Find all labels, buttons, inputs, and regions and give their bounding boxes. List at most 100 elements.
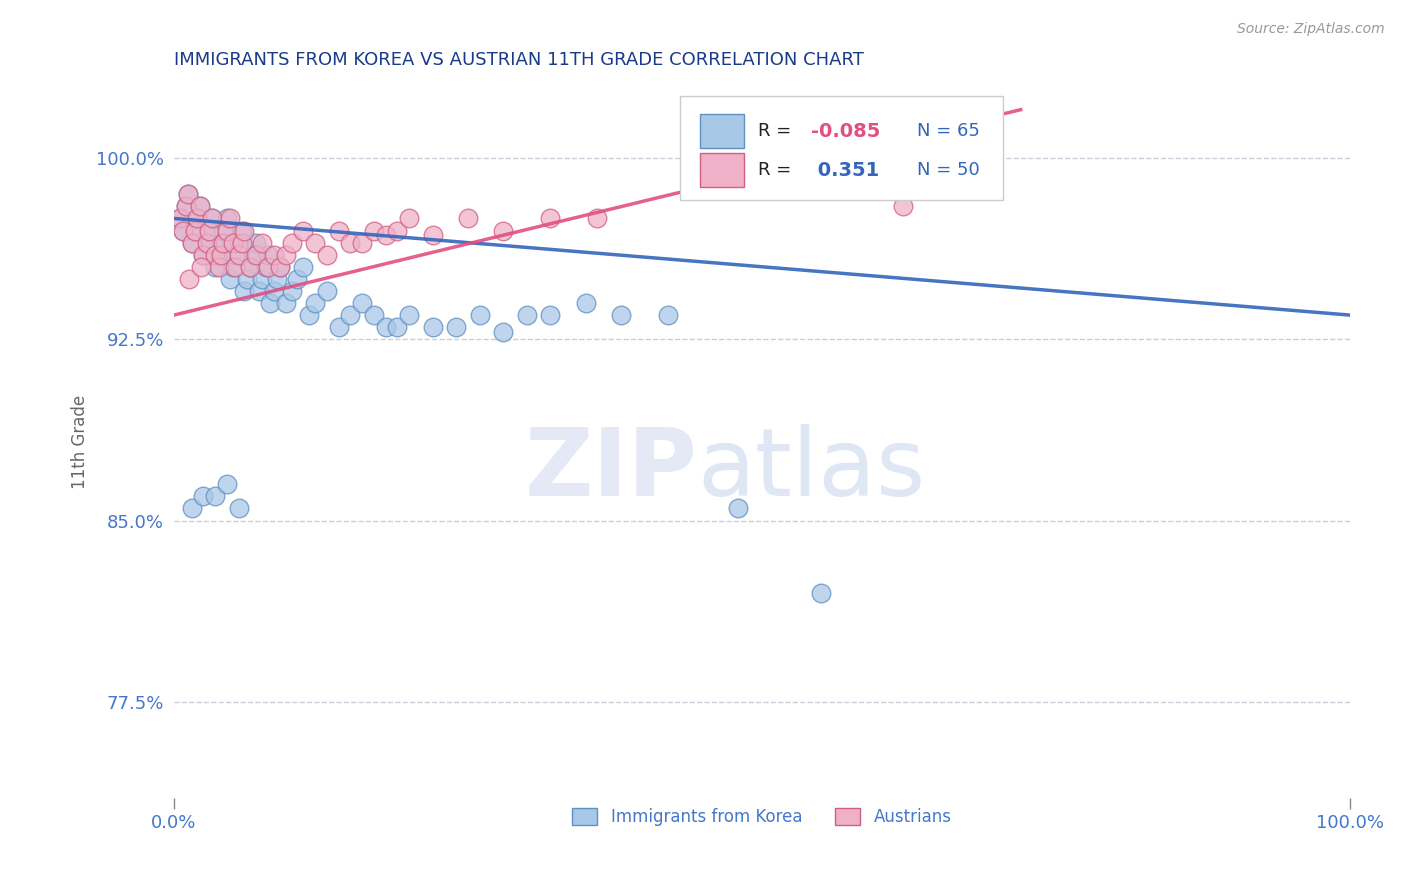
- Point: [280, 284, 302, 298]
- Point: [239, 260, 262, 274]
- Point: [215, 477, 238, 491]
- Point: [516, 308, 538, 322]
- Point: [204, 248, 226, 262]
- Point: [188, 199, 211, 213]
- Point: [177, 187, 200, 202]
- Text: 0.351: 0.351: [811, 161, 880, 180]
- Point: [245, 235, 267, 250]
- Point: [200, 211, 222, 226]
- Point: [398, 308, 420, 322]
- Point: [304, 296, 326, 310]
- Point: [172, 223, 194, 237]
- Point: [422, 228, 444, 243]
- Point: [193, 489, 215, 503]
- Point: [457, 211, 479, 226]
- Point: [254, 260, 277, 274]
- Legend: Immigrants from Korea, Austrians: Immigrants from Korea, Austrians: [565, 801, 959, 833]
- Point: [266, 272, 288, 286]
- Point: [204, 489, 226, 503]
- Point: [810, 586, 832, 600]
- Point: [209, 235, 232, 250]
- Point: [236, 272, 259, 286]
- Point: [352, 296, 374, 310]
- Point: [247, 284, 270, 298]
- Point: [257, 248, 280, 262]
- Point: [207, 248, 229, 262]
- Point: [212, 235, 235, 250]
- Point: [586, 211, 609, 226]
- Point: [263, 248, 285, 262]
- Point: [190, 260, 212, 274]
- Point: [174, 199, 197, 213]
- Point: [751, 175, 773, 189]
- Point: [233, 223, 256, 237]
- Point: [219, 211, 242, 226]
- Point: [243, 248, 266, 262]
- Point: [215, 211, 238, 226]
- Point: [422, 320, 444, 334]
- Point: [538, 308, 561, 322]
- Point: [172, 223, 194, 237]
- Point: [224, 260, 246, 274]
- Point: [339, 235, 361, 250]
- Point: [174, 199, 197, 213]
- Y-axis label: 11th Grade: 11th Grade: [72, 395, 89, 489]
- Point: [233, 284, 256, 298]
- Point: [193, 248, 215, 262]
- Point: [387, 223, 409, 237]
- Point: [169, 211, 191, 226]
- Point: [169, 211, 191, 226]
- Point: [315, 248, 337, 262]
- Point: [444, 320, 467, 334]
- Point: [198, 223, 221, 237]
- Point: [363, 223, 385, 237]
- Point: [398, 211, 420, 226]
- Point: [269, 260, 291, 274]
- Point: [239, 260, 262, 274]
- Bar: [700, 153, 744, 187]
- Point: [263, 284, 285, 298]
- Point: [292, 223, 315, 237]
- Point: [219, 272, 242, 286]
- Point: [339, 308, 361, 322]
- Point: [224, 248, 246, 262]
- Point: [184, 223, 207, 237]
- Point: [468, 308, 491, 322]
- Text: atlas: atlas: [697, 425, 925, 516]
- Point: [250, 272, 273, 286]
- Point: [269, 260, 291, 274]
- Point: [492, 325, 515, 339]
- Point: [180, 235, 202, 250]
- Point: [610, 308, 633, 322]
- Point: [304, 235, 326, 250]
- Point: [186, 211, 208, 226]
- FancyBboxPatch shape: [679, 96, 1002, 200]
- Text: -0.085: -0.085: [811, 121, 880, 141]
- Point: [387, 320, 409, 334]
- Point: [228, 501, 250, 516]
- Point: [727, 501, 749, 516]
- Point: [177, 187, 200, 202]
- Point: [374, 228, 396, 243]
- Point: [352, 235, 374, 250]
- Bar: [700, 114, 744, 148]
- Point: [207, 260, 229, 274]
- Point: [315, 284, 337, 298]
- Point: [209, 248, 232, 262]
- Point: [538, 211, 561, 226]
- Point: [179, 272, 201, 286]
- Point: [186, 211, 208, 226]
- Point: [228, 235, 250, 250]
- Point: [274, 296, 297, 310]
- Point: [657, 308, 679, 322]
- Point: [198, 223, 221, 237]
- Point: [250, 235, 273, 250]
- Point: [200, 211, 222, 226]
- Point: [195, 235, 218, 250]
- Point: [204, 260, 226, 274]
- Point: [180, 235, 202, 250]
- Text: N = 50: N = 50: [917, 161, 980, 179]
- Point: [188, 199, 211, 213]
- Point: [259, 296, 281, 310]
- Text: Source: ZipAtlas.com: Source: ZipAtlas.com: [1237, 22, 1385, 37]
